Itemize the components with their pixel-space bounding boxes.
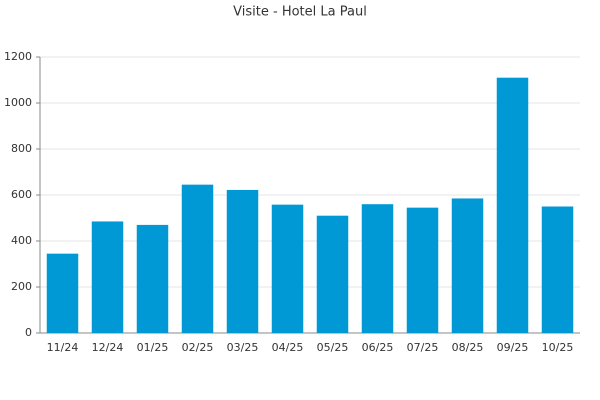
bar xyxy=(361,204,394,333)
x-tick-label: 12/24 xyxy=(92,341,124,354)
x-tick-label: 04/25 xyxy=(272,341,304,354)
y-tick-label: 1200 xyxy=(4,50,32,63)
bar xyxy=(496,77,529,333)
y-tick-label: 400 xyxy=(11,234,32,247)
x-tick-label: 07/25 xyxy=(407,341,439,354)
bar xyxy=(46,253,79,333)
y-tick-label: 200 xyxy=(11,280,32,293)
x-tick-label: 08/25 xyxy=(452,341,484,354)
x-tick-label: 06/25 xyxy=(362,341,394,354)
bar xyxy=(181,184,214,333)
y-tick-label: 0 xyxy=(25,326,32,339)
bar xyxy=(541,206,574,333)
x-tick-label: 11/24 xyxy=(47,341,79,354)
x-tick-label: 01/25 xyxy=(137,341,169,354)
bar xyxy=(271,204,304,333)
x-tick-label: 02/25 xyxy=(182,341,214,354)
bar xyxy=(451,198,484,333)
bar xyxy=(226,189,259,333)
x-tick-label: 09/25 xyxy=(497,341,529,354)
bar xyxy=(406,207,439,333)
x-tick-label: 03/25 xyxy=(227,341,259,354)
bar xyxy=(91,221,124,333)
x-tick-label: 05/25 xyxy=(317,341,349,354)
y-tick-label: 1000 xyxy=(4,96,32,109)
bar xyxy=(136,224,169,333)
y-tick-label: 800 xyxy=(11,142,32,155)
x-tick-label: 10/25 xyxy=(542,341,574,354)
y-tick-label: 600 xyxy=(11,188,32,201)
chart-title: Visite - Hotel La Paul xyxy=(233,5,367,20)
bar xyxy=(316,215,349,333)
